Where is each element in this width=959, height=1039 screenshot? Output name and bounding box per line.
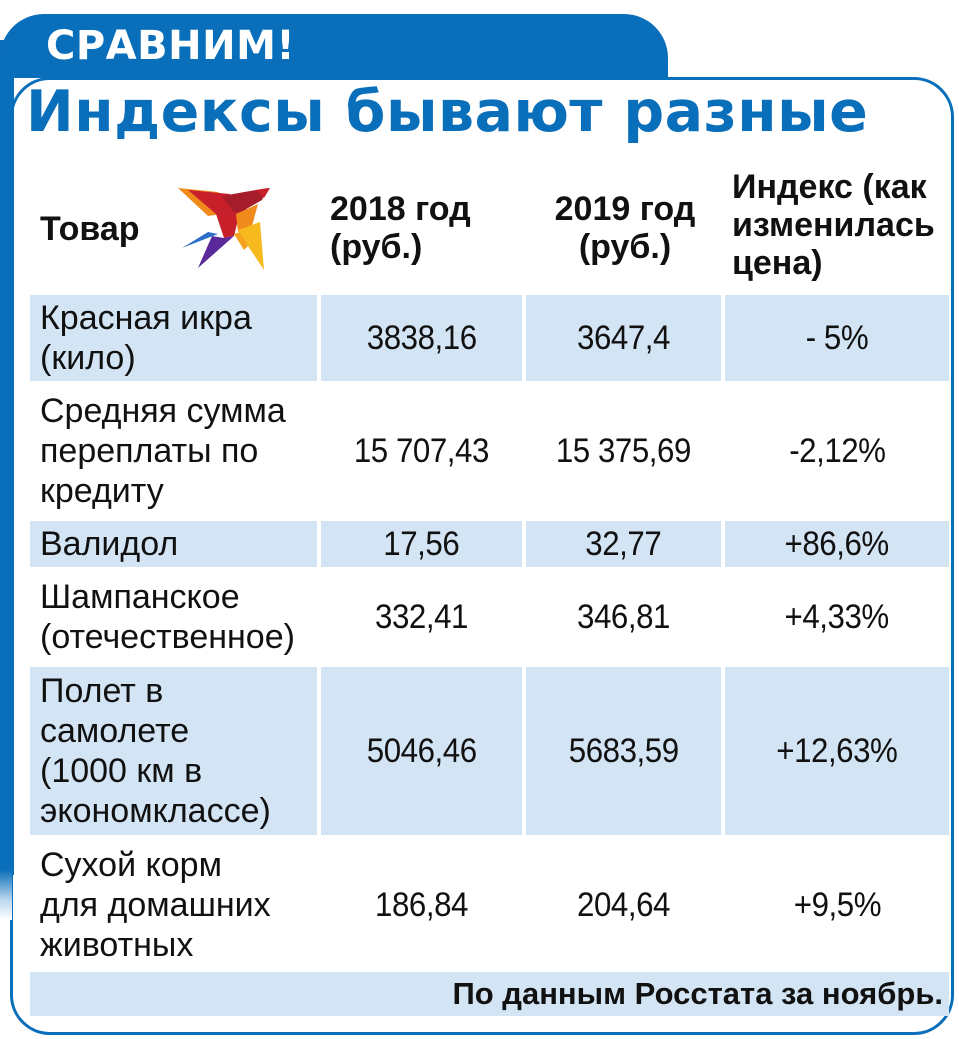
price-2019-value: 346,81 xyxy=(577,598,670,636)
table-row: Валидол 17,56 32,77 +86,6% xyxy=(30,521,949,567)
price-index: +9,5% xyxy=(725,839,949,971)
price-index-value: +4,33% xyxy=(784,598,890,636)
price-2018-value: 186,84 xyxy=(375,886,468,924)
price-index: +86,6% xyxy=(725,521,949,567)
price-index: -2,12% xyxy=(725,385,949,517)
column-header-index: Индекс (как изменилась цена) xyxy=(732,168,952,282)
column-header-2019-line1: 2019 год xyxy=(554,190,696,228)
price-index-value: - 5% xyxy=(805,319,869,357)
price-index-value: +9,5% xyxy=(793,886,881,924)
price-2018: 15 707,43 xyxy=(321,385,522,517)
price-index-value: +12,63% xyxy=(776,732,898,770)
price-index: +4,33% xyxy=(725,571,949,663)
product-name: Валидол xyxy=(30,521,317,567)
price-2018: 186,84 xyxy=(321,839,522,971)
column-header-2018-line1: 2018 год xyxy=(330,190,471,228)
product-name-line: переплаты по xyxy=(40,432,259,470)
price-2019: 15 375,69 xyxy=(526,385,721,517)
source-note: По данным Росстата за ноябрь. xyxy=(30,972,949,1016)
price-2019-value: 15 375,69 xyxy=(555,432,692,470)
price-index-value: -2,12% xyxy=(788,432,886,470)
left-accent-bar xyxy=(0,40,14,875)
column-header-index-line2: изменилась xyxy=(732,206,935,244)
price-2019-value: 204,64 xyxy=(577,886,670,924)
product-name-line: кредиту xyxy=(40,472,164,510)
price-2018-value: 3838,16 xyxy=(366,319,477,357)
price-2018-value: 17,56 xyxy=(383,525,460,563)
price-index-value: +86,6% xyxy=(784,525,890,563)
product-name-line: экономклассе) xyxy=(40,792,271,830)
header-tab: СРАВНИМ! xyxy=(0,14,668,78)
price-table: Красная икра (кило) 3838,16 3647,4 - 5% … xyxy=(30,295,949,975)
product-name-line: (отечественное) xyxy=(40,618,295,656)
product-name-line: Сухой корм xyxy=(40,846,222,884)
product-name-line: Красная икра xyxy=(40,299,252,337)
price-index: - 5% xyxy=(725,295,949,381)
page-title: Индексы бывают разные xyxy=(26,79,869,145)
price-2019: 3647,4 xyxy=(526,295,721,381)
product-name: Средняя сумма переплаты по кредиту xyxy=(30,385,317,517)
column-header-2019: 2019 год (руб.) xyxy=(530,190,720,266)
product-name: Полет в самолете (1000 км в экономклассе… xyxy=(30,667,317,835)
tab-title: СРАВНИМ! xyxy=(46,23,296,69)
price-2019: 32,77 xyxy=(526,521,721,567)
product-name-line: (1000 км в xyxy=(40,752,203,790)
price-2019-value: 32,77 xyxy=(585,525,662,563)
price-2018: 5046,46 xyxy=(321,667,522,835)
product-name: Красная икра (кило) xyxy=(30,295,317,381)
table-row: Сухой корм для домашних животных 186,84 … xyxy=(30,839,949,971)
product-name-line: самолете xyxy=(40,712,190,750)
price-2018-value: 5046,46 xyxy=(366,732,477,770)
price-2018: 17,56 xyxy=(321,521,522,567)
swallow-bird-logo-icon xyxy=(178,188,270,270)
column-header-2018-line2: (руб.) xyxy=(330,228,423,266)
column-header-index-line1: Индекс (как xyxy=(732,168,927,206)
column-header-2018: 2018 год (руб.) xyxy=(330,190,520,266)
product-name-line: (кило) xyxy=(40,339,136,377)
price-2019: 346,81 xyxy=(526,571,721,663)
column-header-index-line3: цена) xyxy=(732,244,823,282)
price-index: +12,63% xyxy=(725,667,949,835)
price-2018-value: 15 707,43 xyxy=(353,432,490,470)
column-header-product: Товар xyxy=(40,210,140,248)
price-2019: 5683,59 xyxy=(526,667,721,835)
price-2019: 204,64 xyxy=(526,839,721,971)
price-2019-value: 3647,4 xyxy=(577,319,670,357)
price-2019-value: 5683,59 xyxy=(568,732,679,770)
column-header-2019-line2: (руб.) xyxy=(578,228,672,266)
price-2018: 3838,16 xyxy=(321,295,522,381)
product-name-line: Шампанское xyxy=(40,578,240,616)
product-name-line: Средняя сумма xyxy=(40,392,286,430)
price-2018: 332,41 xyxy=(321,571,522,663)
table-row: Шампанское (отечественное) 332,41 346,81… xyxy=(30,571,949,663)
left-accent-bar-fade xyxy=(0,870,12,920)
price-2018-value: 332,41 xyxy=(375,598,468,636)
product-name: Шампанское (отечественное) xyxy=(30,571,317,663)
table-row: Полет в самолете (1000 км в экономклассе… xyxy=(30,667,949,835)
product-name-line: Полет в xyxy=(40,672,164,710)
product-name: Сухой корм для домашних животных xyxy=(30,839,317,971)
table-row: Средняя сумма переплаты по кредиту 15 70… xyxy=(30,385,949,517)
column-header-product-label: Товар xyxy=(40,210,140,248)
product-name-line: животных xyxy=(40,926,194,964)
table-row: Красная икра (кило) 3838,16 3647,4 - 5% xyxy=(30,295,949,381)
product-name-line: для домашних xyxy=(40,886,271,924)
product-name-line: Валидол xyxy=(40,525,179,563)
